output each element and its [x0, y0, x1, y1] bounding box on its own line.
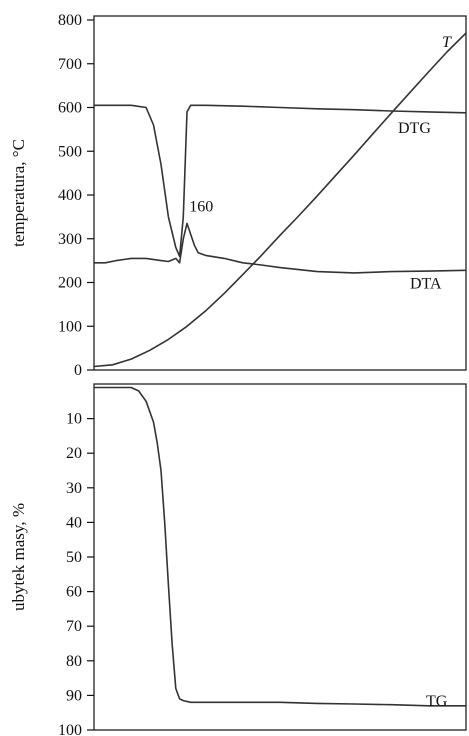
y-tick-label: 50	[66, 549, 82, 566]
series-dta-line	[93, 222, 467, 274]
y-tick-label: 500	[58, 143, 82, 160]
y-tick-label: 100	[58, 318, 82, 335]
y-tick-label: 800	[58, 12, 82, 29]
upper-y-axis-title: temperatura, °C	[9, 139, 28, 247]
y-tick-label: 40	[66, 514, 82, 531]
y-tick-label: 20	[66, 445, 82, 462]
series-label-dta: DTA	[410, 275, 442, 292]
series-label-dtg: DTG	[398, 120, 431, 137]
y-tick-label: 90	[66, 687, 82, 704]
upper-plot-frame	[93, 15, 467, 371]
y-tick-label: 300	[58, 231, 82, 248]
series-label-tg: TG	[426, 693, 448, 710]
series-tg-line	[93, 386, 467, 707]
lower-y-axis-title: ubytek masy, %	[9, 503, 28, 611]
y-tick-label: 30	[66, 480, 82, 497]
y-tick-label: 200	[58, 275, 82, 292]
y-tick-label: 10	[66, 411, 82, 428]
upper-panel: 0 100 200 300 400 500 600 700 800 T DTG DTA 160 tem…	[9, 12, 467, 379]
y-tick-label: 80	[66, 653, 82, 670]
series-t-line	[93, 32, 467, 368]
y-tick-label: 60	[66, 584, 82, 601]
lower-curves: TG	[93, 386, 467, 710]
y-tick-label: 400	[58, 187, 82, 204]
series-label-t: T	[442, 34, 452, 51]
lower-y-axis: 10 20 30 40 50 60 70 80 90 100	[58, 411, 94, 736]
lower-panel: 10 20 30 40 50 60 70 80 90 100 TG ubytek masy, %	[9, 383, 467, 736]
y-tick-label: 0	[74, 362, 82, 379]
lower-plot-frame	[93, 383, 467, 731]
series-dtg-line	[93, 104, 467, 258]
upper-curves: T DTG DTA 160	[93, 32, 467, 368]
y-tick-label: 700	[58, 56, 82, 73]
upper-y-axis: 0 100 200 300 400 500 600 700 800	[58, 12, 94, 379]
annotation-peak-label: 160	[189, 199, 213, 216]
y-tick-label: 70	[66, 618, 82, 635]
y-tick-label: 600	[58, 100, 82, 117]
y-tick-label: 100	[58, 722, 82, 736]
